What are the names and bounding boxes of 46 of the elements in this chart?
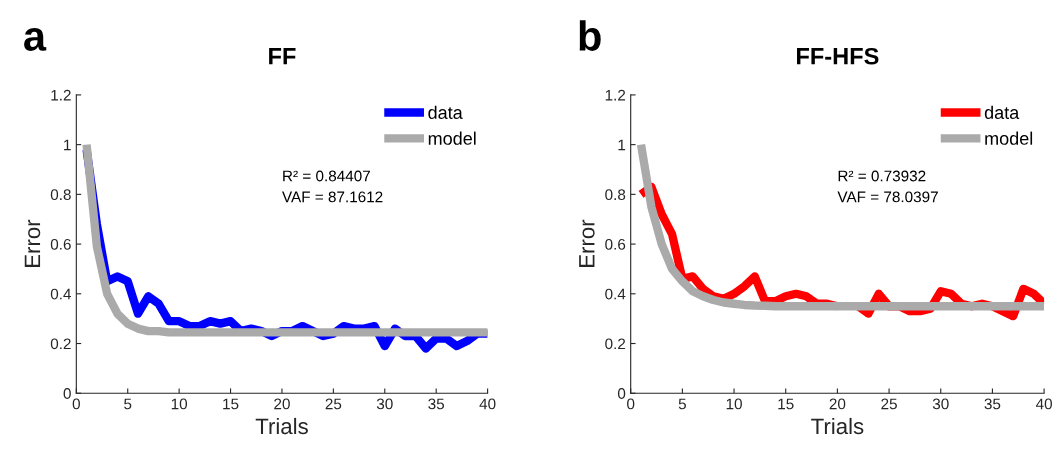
y-tick-label: 0.4 <box>605 288 626 300</box>
y-tick-label: 1.2 <box>51 89 71 101</box>
y-tick-label: 0.4 <box>50 288 72 300</box>
legend-label: model <box>428 131 476 145</box>
x-tick-label: 0 <box>627 398 635 410</box>
x-tick-label: 30 <box>376 398 393 410</box>
chart-title: FF-HFS <box>797 47 879 65</box>
y-tick-label: 0.2 <box>50 338 71 350</box>
x-tick-label: 10 <box>726 398 742 410</box>
x-tick-label: 30 <box>932 398 949 410</box>
legend-label: data <box>428 105 463 120</box>
legend-label: model <box>985 131 1033 145</box>
y-tick-label: 0.8 <box>605 189 626 201</box>
x-tick-label: 15 <box>223 398 239 410</box>
y-tick-label: 0.8 <box>50 189 71 201</box>
y-axis-title: Error <box>24 219 41 267</box>
x-tick-label: 5 <box>124 398 132 410</box>
x-tick-label: 10 <box>171 398 188 410</box>
x-tick-label: 25 <box>881 398 897 410</box>
x-tick-label: 35 <box>984 398 1001 410</box>
y-axis-title: Error <box>579 219 595 267</box>
annotation: R² = 0.73932 VAF = 78.0397 <box>837 170 938 203</box>
x-tick-label: 15 <box>778 398 794 410</box>
annotation: R² = 0.84407 VAF = 87.1612 <box>282 170 383 203</box>
y-tick-label: 1 <box>64 139 71 151</box>
x-tick-label: 25 <box>325 398 342 410</box>
x-axis-title: Trials <box>255 417 308 435</box>
x-axis-title: Trials <box>811 417 864 435</box>
x-tick-label: 40 <box>479 398 496 410</box>
y-tick-label: 0 <box>617 388 626 399</box>
text: a <box>24 28 47 51</box>
y-tick-label: 0 <box>63 388 71 399</box>
x-tick-label: 0 <box>72 398 80 410</box>
x-tick-label: 40 <box>1035 398 1052 410</box>
x-tick-label: 35 <box>428 398 445 410</box>
x-tick-label: 20 <box>829 398 846 410</box>
y-tick-label: 0.6 <box>605 238 626 250</box>
y-tick-label: 0.2 <box>605 338 626 350</box>
y-tick-label: 1.2 <box>605 89 626 101</box>
chart-title: FF <box>269 48 296 65</box>
x-tick-label: 20 <box>274 398 290 410</box>
legend-label: data <box>984 105 1020 120</box>
y-tick-label: 1 <box>618 139 626 151</box>
y-tick-label: 0.6 <box>50 238 71 250</box>
text: b <box>579 20 601 51</box>
x-tick-label: 5 <box>678 398 686 410</box>
